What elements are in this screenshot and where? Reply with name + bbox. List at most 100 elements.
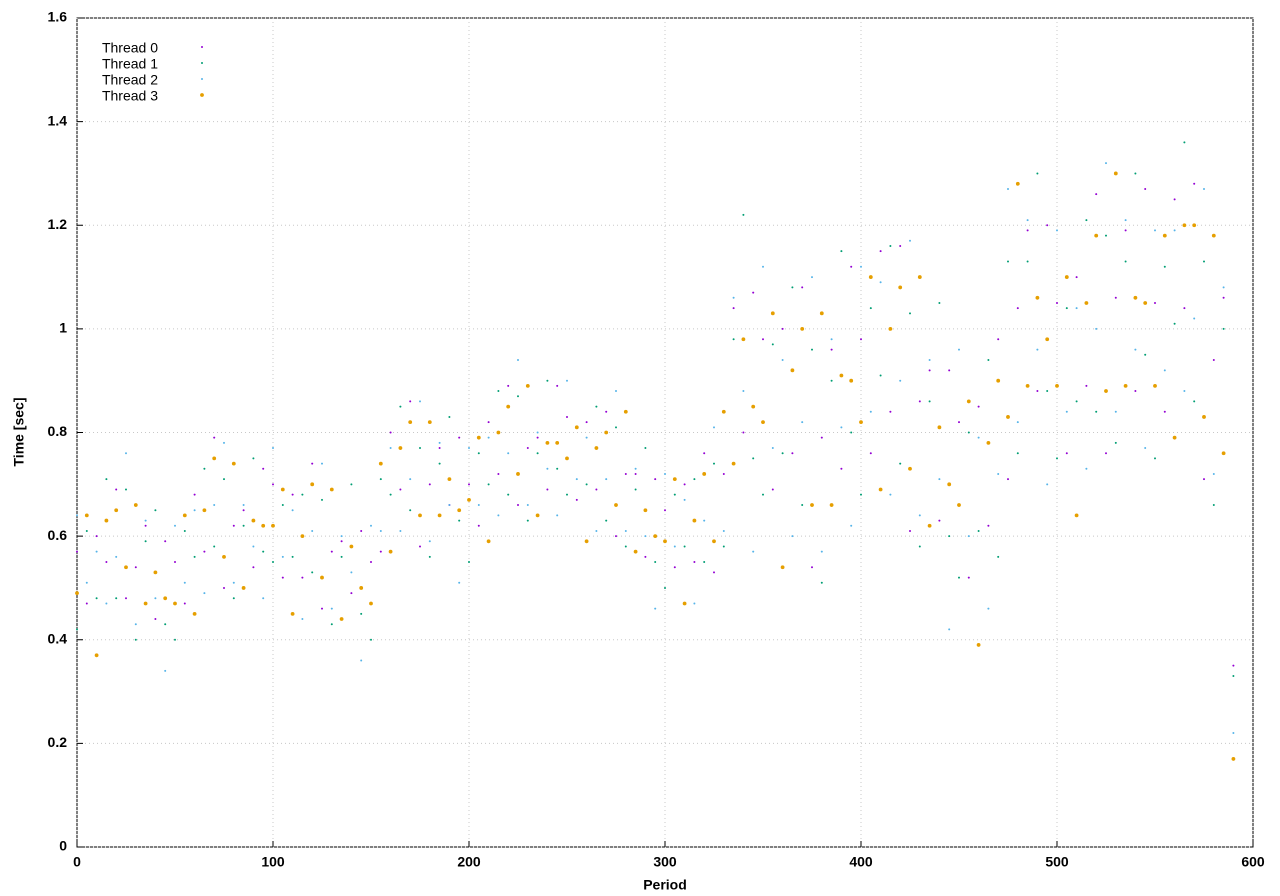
point (291, 509, 294, 512)
point (1075, 276, 1078, 279)
point (722, 545, 725, 548)
point (252, 566, 255, 569)
point (986, 440, 991, 445)
point (507, 493, 510, 496)
point (526, 519, 529, 522)
point (124, 565, 128, 570)
point (693, 602, 696, 605)
point (212, 456, 217, 461)
point (1007, 260, 1009, 263)
point (340, 555, 343, 558)
point (917, 275, 922, 279)
point (811, 276, 813, 279)
point (536, 452, 539, 455)
point (320, 575, 324, 580)
point (791, 535, 794, 538)
point (428, 555, 431, 558)
point (438, 447, 441, 450)
point (1065, 307, 1068, 310)
point (958, 576, 960, 579)
point (517, 395, 519, 398)
point (556, 384, 559, 387)
point (1104, 389, 1108, 393)
point (703, 452, 706, 455)
point (1124, 229, 1127, 232)
point (1036, 172, 1039, 175)
point (713, 462, 715, 465)
point (840, 426, 843, 429)
point (634, 467, 637, 470)
point (1074, 513, 1079, 518)
point (202, 508, 207, 513)
point (134, 623, 137, 626)
point (301, 618, 304, 621)
point (1007, 187, 1009, 190)
point (987, 524, 990, 527)
point (203, 467, 206, 470)
legend-label: Thread 1 (102, 56, 158, 72)
point (272, 447, 274, 450)
point (507, 384, 510, 387)
point (850, 431, 853, 434)
point (565, 456, 569, 461)
point (957, 503, 961, 507)
point (996, 378, 1001, 383)
point (790, 368, 795, 373)
point (879, 374, 882, 377)
point (819, 311, 824, 316)
point (115, 597, 118, 600)
point (673, 493, 676, 496)
point (1046, 224, 1049, 227)
point (419, 447, 421, 450)
point (85, 602, 88, 605)
point (133, 503, 138, 507)
point (966, 399, 971, 404)
point (1105, 162, 1107, 165)
point (281, 576, 284, 579)
point (732, 338, 735, 341)
x-tick-label: 500 (1045, 854, 1069, 870)
point (634, 488, 637, 491)
point (242, 504, 245, 507)
point (860, 265, 862, 268)
point (174, 638, 176, 641)
point (232, 581, 235, 584)
point (604, 430, 609, 435)
x-tick-label: 100 (261, 854, 285, 870)
point (1114, 441, 1117, 444)
point (1144, 353, 1147, 356)
point (76, 514, 78, 517)
point (624, 529, 627, 532)
point (633, 549, 638, 554)
point (869, 410, 872, 413)
point (584, 539, 589, 544)
point (213, 436, 216, 439)
point (144, 540, 147, 543)
point (938, 301, 941, 304)
point (791, 452, 794, 455)
point (770, 311, 775, 316)
point (1075, 307, 1078, 310)
point (242, 524, 245, 527)
point (997, 338, 1000, 341)
point (888, 326, 893, 331)
point (1026, 219, 1029, 222)
point (193, 493, 196, 496)
point (192, 611, 197, 616)
point (1134, 390, 1137, 393)
point (280, 487, 285, 492)
y-tick-label: 0.2 (48, 734, 68, 750)
y-tick-label: 1 (59, 320, 67, 336)
point (1085, 467, 1088, 470)
point (801, 421, 804, 424)
point (682, 601, 687, 606)
point (182, 513, 187, 518)
point (76, 550, 78, 553)
point (154, 509, 157, 512)
point (193, 555, 196, 558)
point (1026, 229, 1029, 232)
point (115, 488, 118, 491)
point (781, 327, 784, 330)
point (889, 410, 892, 413)
